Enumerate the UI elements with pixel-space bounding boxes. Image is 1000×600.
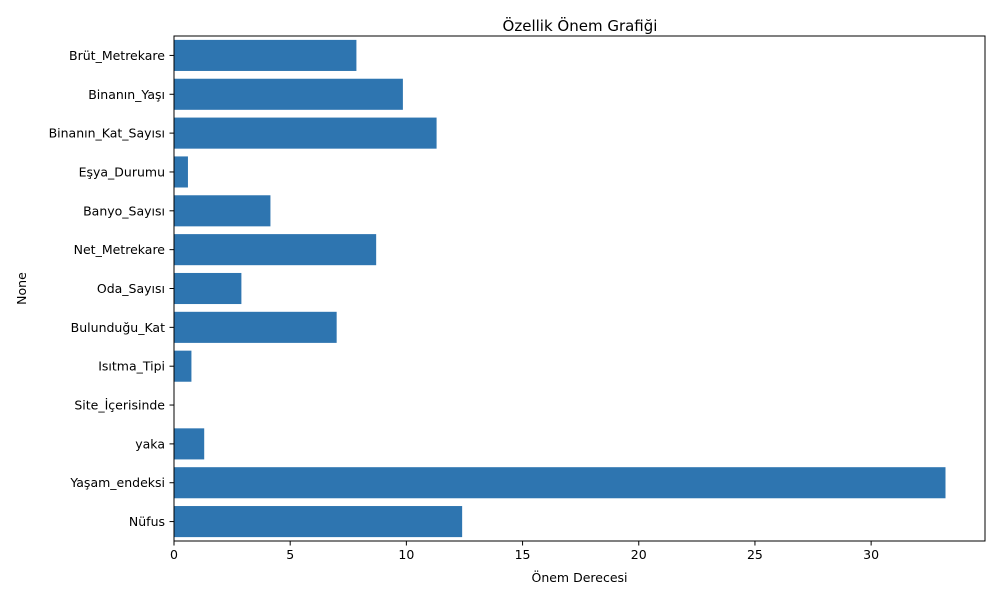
y-tick-label: Oda_Sayısı (97, 281, 165, 296)
bar-e-ya-durumu (174, 156, 188, 188)
y-tick-label: Eşya_Durumu (79, 164, 165, 179)
bar-is-tma-tipi (174, 350, 192, 382)
bar-oda-say-s (174, 272, 242, 305)
y-axis-ticks: Brüt_Metrekare Binanın_Yaşı Binanın_Kat_Sa… (49, 48, 174, 529)
bar-br-t-metrekare (174, 39, 357, 71)
bar-n-fus (174, 506, 463, 538)
x-tick-label: 25 (747, 547, 763, 562)
x-tick-label: 0 (170, 547, 178, 562)
chart-title: Özellik Önem Grafiği (503, 16, 658, 35)
y-axis-label: None (14, 272, 29, 305)
x-tick-label: 10 (398, 547, 414, 562)
y-tick-label: yaka (135, 436, 165, 451)
y-tick-label: Site_İçerisinde (74, 398, 165, 413)
y-tick-label: Isıtma_Tipi (98, 359, 165, 374)
y-tick-label: Nüfus (129, 514, 165, 529)
y-tick-label: Yaşam_endeksi (69, 475, 165, 490)
x-tick-label: 15 (515, 547, 531, 562)
bars-group (174, 39, 946, 538)
bar-banyo-say-s (174, 195, 271, 227)
x-tick-label: 30 (863, 547, 879, 562)
y-tick-label: Binanın_Yaşı (88, 87, 165, 102)
bar-binan-n-kat-say-s (174, 117, 437, 149)
x-axis-ticks: 0 5 10 15 20 25 30 (170, 541, 879, 562)
x-tick-label: 5 (286, 547, 294, 562)
y-tick-label: Bulunduğu_Kat (71, 320, 165, 335)
y-tick-label: Brüt_Metrekare (69, 48, 165, 63)
y-tick-label: Binanın_Kat_Sayısı (49, 126, 165, 141)
bar-bulundu-u-kat (174, 311, 337, 343)
bar-binan-n-ya (174, 78, 403, 110)
x-tick-label: 20 (631, 547, 647, 562)
plot-frame (173, 35, 986, 542)
y-tick-label: Net_Metrekare (74, 242, 166, 257)
bar-yaka (174, 428, 205, 460)
bar-ya-am-endeksi (174, 467, 946, 499)
y-tick-label: Banyo_Sayısı (83, 203, 165, 218)
bar-net-metrekare (174, 234, 377, 266)
x-axis-label: Önem Derecesi (531, 569, 627, 585)
